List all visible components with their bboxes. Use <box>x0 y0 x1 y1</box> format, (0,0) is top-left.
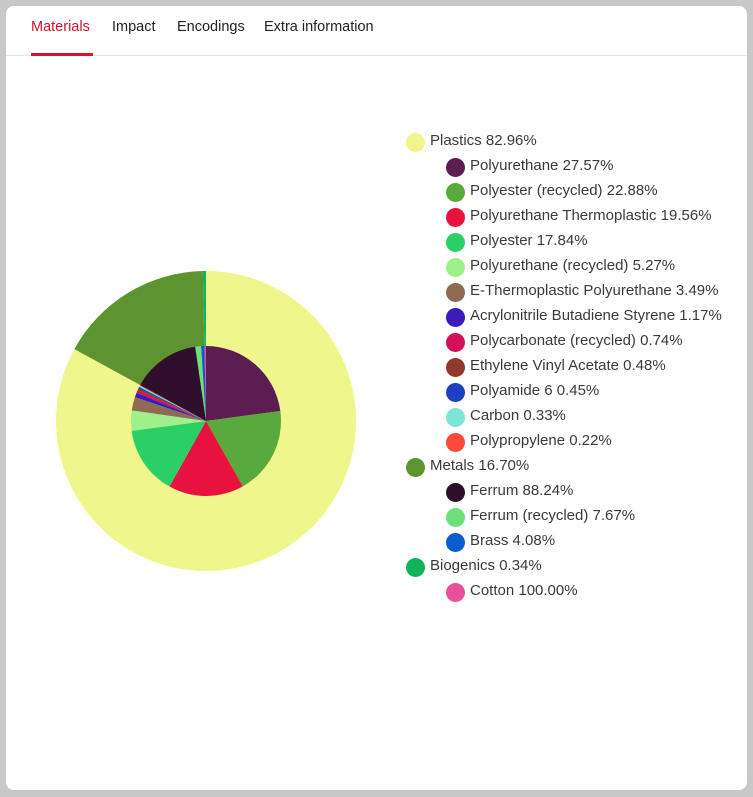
legend-item-label: Ethylene Vinyl Acetate 0.48% <box>470 357 666 374</box>
legend-item[interactable]: Ethylene Vinyl Acetate 0.48% <box>446 356 726 377</box>
legend-category-label: Plastics 82.96% <box>430 132 537 149</box>
legend-item[interactable]: Polyamide 6 0.45% <box>446 381 726 402</box>
legend-item-label: Polyurethane 27.57% <box>470 157 614 174</box>
legend-item-label: Polyurethane (recycled) 5.27% <box>470 257 676 274</box>
legend-item-label: Polycarbonate (recycled) 0.74% <box>470 332 683 349</box>
legend-item[interactable]: Polyester (recycled) 22.88% <box>446 181 726 202</box>
tab-impact[interactable]: Impact <box>112 19 156 35</box>
legend-swatch <box>446 483 465 502</box>
legend-category-plastics[interactable]: Plastics 82.96% <box>406 131 726 152</box>
legend-swatch <box>406 133 425 152</box>
legend-item-label: Polyester (recycled) 22.88% <box>470 182 658 199</box>
legend-item[interactable]: Cotton 100.00% <box>446 581 726 602</box>
inner-slice-polyurethane-recycled[interactable] <box>130 410 206 431</box>
legend-swatch <box>446 383 465 402</box>
inner-slice-acrylonitrile-butadiene-styrene[interactable] <box>134 392 206 421</box>
legend: Plastics 82.96% Polyurethane 27.57% Polyes… <box>406 131 726 606</box>
legend-item[interactable]: Carbon 0.33% <box>446 406 726 427</box>
legend-item[interactable]: Polycarbonate (recycled) 0.74% <box>446 331 726 352</box>
legend-item[interactable]: Polyurethane 27.57% <box>446 156 726 177</box>
legend-item[interactable]: Brass 4.08% <box>446 531 726 552</box>
legend-item-label: Carbon 0.33% <box>470 407 566 424</box>
inner-slice-brass[interactable] <box>201 346 206 421</box>
legend-category-metals[interactable]: Metals 16.70% <box>406 456 726 477</box>
legend-item[interactable]: Polypropylene 0.22% <box>446 431 726 452</box>
legend-swatch <box>446 433 465 452</box>
materials-pie-chart <box>55 270 356 571</box>
inner-slice-polycarbonate-recycled[interactable] <box>136 390 206 421</box>
legend-item-label: Cotton 100.00% <box>470 582 578 599</box>
legend-swatch <box>446 333 465 352</box>
inner-slice-ethylene-vinyl-acetate[interactable] <box>137 388 206 421</box>
legend-swatch <box>446 258 465 277</box>
legend-item[interactable]: Acrylonitrile Butadiene Styrene 1.17% <box>446 306 726 327</box>
legend-swatch <box>446 508 465 527</box>
legend-item-label: Polyurethane Thermoplastic 19.56% <box>470 207 712 224</box>
legend-swatch <box>446 283 465 302</box>
legend-item-label: Brass 4.08% <box>470 532 556 549</box>
materials-card: Materials Impact Encodings Extra informa… <box>6 6 747 790</box>
inner-slice-carbon[interactable] <box>139 385 206 421</box>
legend-item-label: Polypropylene 0.22% <box>470 432 612 449</box>
inner-pie <box>130 346 281 497</box>
inner-slice-polyester[interactable] <box>131 421 206 487</box>
legend-swatch <box>406 458 425 477</box>
tab-extra-information[interactable]: Extra information <box>264 19 374 35</box>
tab-encodings[interactable]: Encodings <box>177 19 245 35</box>
legend-swatch <box>446 308 465 327</box>
legend-swatch <box>446 408 465 427</box>
legend-item[interactable]: Polyurethane Thermoplastic 19.56% <box>446 206 726 227</box>
inner-slice-polyester-recycled[interactable] <box>206 411 281 487</box>
legend-swatch <box>446 358 465 377</box>
legend-item[interactable]: Ferrum 88.24% <box>446 481 726 502</box>
legend-item-label: E-Thermoplastic Polyurethane 3.49% <box>470 282 719 299</box>
legend-item[interactable]: Polyurethane (recycled) 5.27% <box>446 256 726 277</box>
legend-group: Metals 16.70% Ferrum 88.24% Ferrum (recycl… <box>406 456 726 552</box>
inner-slice-polyurethane[interactable] <box>206 346 281 421</box>
legend-swatch <box>446 583 465 602</box>
legend-swatch <box>446 533 465 552</box>
inner-slice-cotton[interactable] <box>204 346 206 421</box>
active-tab-indicator <box>31 53 93 56</box>
inner-slice-ferrum[interactable] <box>140 346 206 421</box>
legend-swatch <box>446 208 465 227</box>
legend-item-label: Acrylonitrile Butadiene Styrene 1.17% <box>470 307 722 324</box>
legend-category-biogenics[interactable]: Biogenics 0.34% <box>406 556 726 577</box>
legend-swatch <box>446 158 465 177</box>
inner-slice-polyamide-6[interactable] <box>138 386 206 421</box>
legend-item-label: Polyester 17.84% <box>470 232 588 249</box>
legend-category-label: Biogenics 0.34% <box>430 557 542 574</box>
tab-materials[interactable]: Materials <box>31 19 90 35</box>
legend-group: Plastics 82.96% Polyurethane 27.57% Polyes… <box>406 131 726 452</box>
inner-slice-polyurethane-thermoplastic[interactable] <box>169 421 243 497</box>
inner-slice-polypropylene[interactable] <box>139 385 206 421</box>
inner-slice-e-thermoplastic-polyurethane[interactable] <box>131 397 206 421</box>
legend-category-label: Metals 16.70% <box>430 457 530 474</box>
tab-bar: Materials Impact Encodings Extra informa… <box>6 6 747 56</box>
legend-item[interactable]: Polyester 17.84% <box>446 231 726 252</box>
legend-swatch <box>446 183 465 202</box>
legend-item-label: Ferrum (recycled) 7.67% <box>470 507 636 524</box>
inner-slice-ferrum-recycled[interactable] <box>195 346 206 421</box>
legend-item-label: Ferrum 88.24% <box>470 482 574 499</box>
legend-item-label: Polyamide 6 0.45% <box>470 382 600 399</box>
legend-item[interactable]: Ferrum (recycled) 7.67% <box>446 506 726 527</box>
legend-swatch <box>446 233 465 252</box>
legend-group: Biogenics 0.34% Cotton 100.00% <box>406 556 726 602</box>
legend-item[interactable]: E-Thermoplastic Polyurethane 3.49% <box>446 281 726 302</box>
legend-swatch <box>406 558 425 577</box>
